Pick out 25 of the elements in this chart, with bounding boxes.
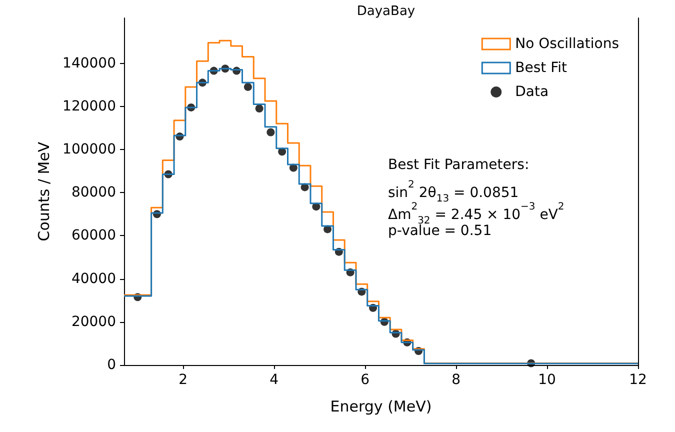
y-tick-label: 120000 — [62, 98, 116, 114]
point — [255, 104, 264, 113]
x-tick-label: 8 — [452, 372, 461, 388]
annotation: Best Fit Parameters: — [388, 157, 530, 173]
legend-label: Best Fit — [515, 60, 568, 76]
x-axis-title: Energy (MeV) — [330, 398, 432, 416]
x-tick-label: 6 — [360, 372, 370, 388]
legend-label: No Oscillations — [515, 36, 619, 52]
x-tick-label: 4 — [270, 372, 279, 388]
x-tick-label: 10 — [538, 372, 556, 388]
y-tick-label: 0 — [107, 357, 116, 373]
x-tick-label: 12 — [629, 372, 647, 388]
y-tick-label: 80000 — [71, 184, 116, 201]
x-tick-label: 2 — [178, 372, 188, 388]
annotation: p-value = 0.51 — [388, 223, 492, 239]
legend-label: Data — [515, 84, 549, 100]
point — [266, 128, 275, 136]
y-tick-label: 60000 — [71, 228, 116, 244]
y-tick-label: 100000 — [62, 141, 116, 158]
y-tick-label: 140000 — [62, 55, 116, 72]
chart-title: DayaBay — [356, 4, 416, 19]
point — [244, 82, 252, 91]
y-tick-label: 20000 — [71, 314, 116, 330]
y-axis-title: Counts / MeV — [35, 141, 54, 242]
y-tick-label: 40000 — [71, 270, 116, 287]
